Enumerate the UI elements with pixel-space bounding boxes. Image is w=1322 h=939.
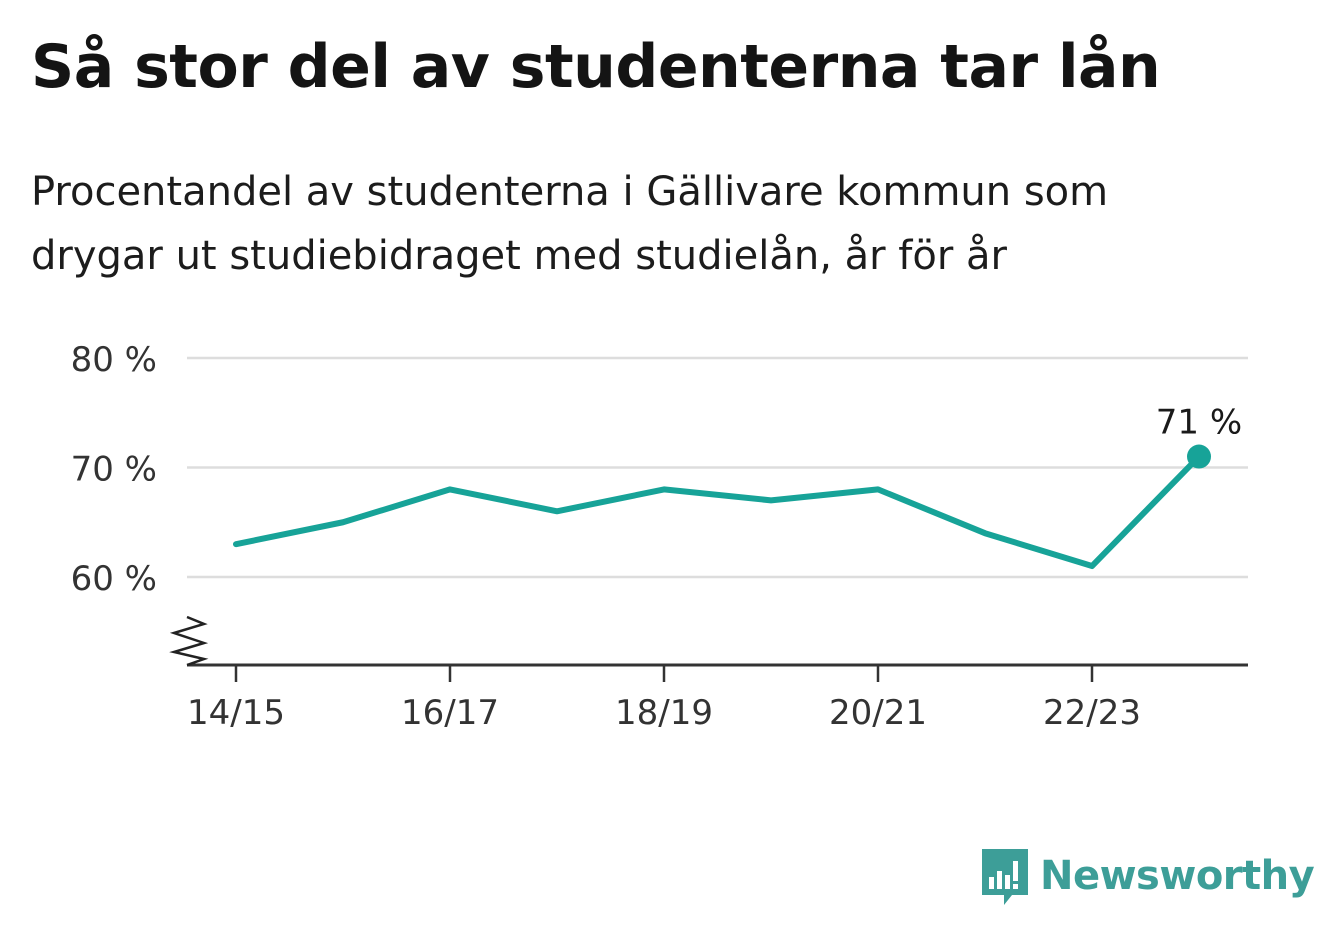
series-line bbox=[233, 444, 1211, 570]
axis-break-icon bbox=[169, 615, 209, 667]
x-tick-label: 16/17 bbox=[401, 693, 499, 733]
brand-name: Newsworthy bbox=[1040, 853, 1315, 899]
brand-logo: Newsworthy bbox=[980, 847, 1315, 913]
y-tick-label: 60 % bbox=[71, 559, 157, 599]
y-tick-label: 80 % bbox=[71, 340, 157, 380]
chart-subtitle: Procentandel av studenterna i Gällivare … bbox=[31, 169, 1109, 279]
end-point-marker bbox=[1187, 444, 1211, 469]
x-tick-label: 14/15 bbox=[187, 693, 285, 733]
chart-title: Så stor del av studenterna tar lån bbox=[31, 32, 1161, 102]
y-axis-tick-labels: 60 % 70 % 80 % bbox=[71, 340, 157, 599]
x-tick-label: 22/23 bbox=[1043, 693, 1141, 733]
bar-chart-speech-bubble-icon bbox=[980, 847, 1030, 913]
data-labels: 71 % bbox=[1156, 403, 1242, 443]
grid-lines bbox=[187, 356, 1248, 579]
x-axis bbox=[169, 615, 1248, 667]
end-value-label: 71 % bbox=[1156, 403, 1242, 443]
series-line-path bbox=[233, 453, 1202, 570]
y-tick-label: 70 % bbox=[71, 450, 157, 490]
x-tick-label: 18/19 bbox=[615, 693, 713, 733]
x-axis-ticks: 14/15 16/17 18/19 20/21 22/23 bbox=[187, 665, 1141, 733]
x-tick-label: 20/21 bbox=[829, 693, 927, 733]
